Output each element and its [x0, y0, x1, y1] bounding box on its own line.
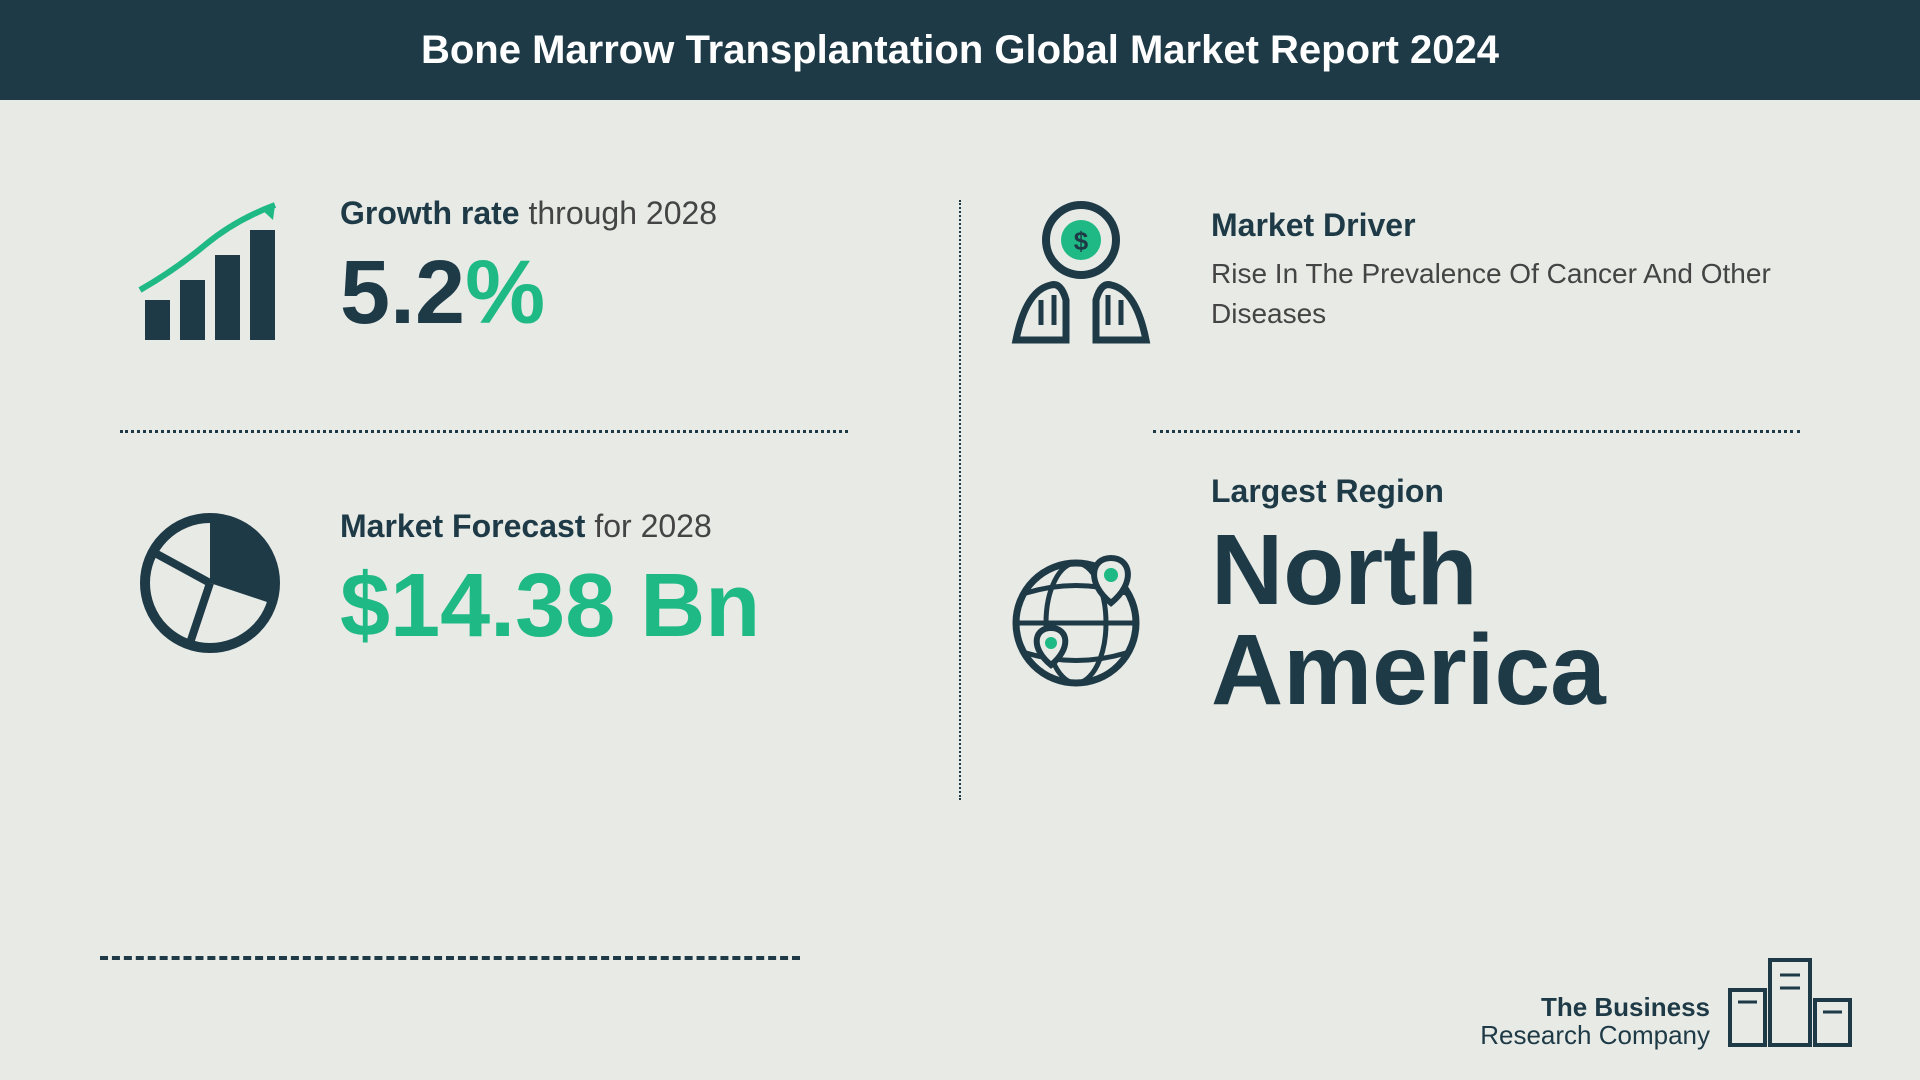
driver-label: Market Driver — [1211, 207, 1800, 244]
forecast-label-bold: Market Forecast — [340, 508, 585, 544]
growth-label: Growth rate through 2028 — [340, 195, 929, 232]
forecast-currency: $ — [340, 556, 390, 656]
vertical-divider — [959, 200, 961, 800]
driver-description: Rise In The Prevalence Of Cancer And Oth… — [1211, 254, 1800, 332]
hands-coin-icon: $ — [991, 190, 1171, 350]
header-bar: Bone Marrow Transplantation Global Marke… — [0, 0, 1920, 100]
header-title: Bone Marrow Transplantation Global Marke… — [421, 28, 1499, 73]
svg-text:$: $ — [1074, 226, 1089, 256]
logo-text: The Business Research Company — [1480, 993, 1710, 1050]
logo-line2: Research Company — [1480, 1021, 1710, 1050]
forecast-label-rest: for 2028 — [585, 508, 711, 544]
left-column: Growth rate through 2028 5.2% Market — [120, 160, 929, 1060]
bottom-dashed-line — [100, 956, 800, 960]
right-column: $ Market Driver Rise In The Prevalence O… — [991, 160, 1800, 1060]
region-row: Largest Region North America — [991, 473, 1800, 720]
left-divider — [120, 430, 848, 433]
growth-value: 5.2% — [340, 242, 929, 345]
growth-text: Growth rate through 2028 5.2% — [340, 195, 929, 345]
growth-chart-icon — [120, 190, 300, 350]
growth-number: 5.2 — [340, 243, 465, 343]
growth-row: Growth rate through 2028 5.2% — [120, 160, 929, 380]
growth-label-bold: Growth rate — [340, 195, 520, 231]
growth-label-rest: through 2028 — [520, 195, 718, 231]
driver-text-box: Market Driver Rise In The Prevalence Of … — [1211, 207, 1800, 332]
region-line2: America — [1211, 620, 1800, 720]
forecast-row: Market Forecast for 2028 $14.38 Bn — [120, 473, 929, 693]
pie-icon — [120, 503, 300, 663]
forecast-text: Market Forecast for 2028 $14.38 Bn — [340, 508, 929, 658]
region-label: Largest Region — [1211, 473, 1800, 510]
region-text-box: Largest Region North America — [1211, 473, 1800, 720]
growth-pct: % — [465, 243, 545, 343]
logo-line1: The Business — [1480, 993, 1710, 1022]
forecast-number: 14.38 — [390, 556, 615, 656]
globe-icon — [991, 473, 1171, 703]
right-divider — [1153, 430, 1800, 433]
company-logo: The Business Research Company — [1480, 940, 1860, 1050]
driver-row: $ Market Driver Rise In The Prevalence O… — [991, 160, 1800, 380]
forecast-unit: Bn — [615, 556, 760, 656]
forecast-label: Market Forecast for 2028 — [340, 508, 929, 545]
logo-buildings-icon — [1720, 940, 1860, 1050]
forecast-value: $14.38 Bn — [340, 555, 929, 658]
region-value: North America — [1211, 520, 1800, 720]
content-area: Growth rate through 2028 5.2% Market — [0, 100, 1920, 1080]
region-line1: North — [1211, 520, 1800, 620]
